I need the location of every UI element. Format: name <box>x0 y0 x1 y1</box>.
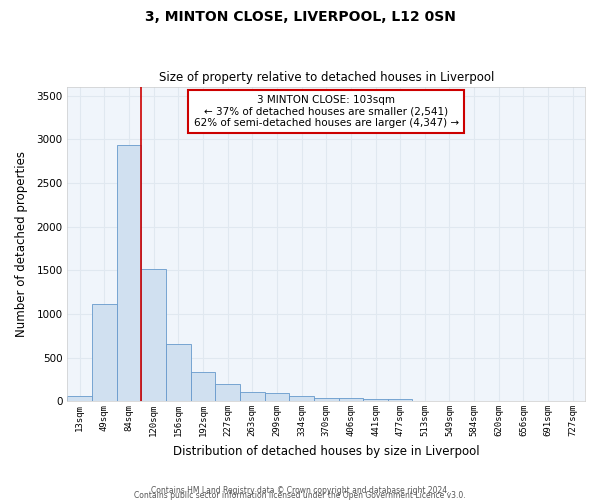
Bar <box>289 396 314 401</box>
Bar <box>166 344 191 401</box>
Bar <box>215 384 240 401</box>
Bar <box>117 144 142 401</box>
Bar <box>388 400 412 401</box>
Text: 3 MINTON CLOSE: 103sqm
← 37% of detached houses are smaller (2,541)
62% of semi-: 3 MINTON CLOSE: 103sqm ← 37% of detached… <box>194 95 459 128</box>
Bar <box>265 394 289 401</box>
Bar <box>240 392 265 401</box>
Bar <box>314 398 338 401</box>
Text: Contains public sector information licensed under the Open Government Licence v3: Contains public sector information licen… <box>134 490 466 500</box>
Y-axis label: Number of detached properties: Number of detached properties <box>15 151 28 337</box>
Bar <box>67 396 92 401</box>
Text: 3, MINTON CLOSE, LIVERPOOL, L12 0SN: 3, MINTON CLOSE, LIVERPOOL, L12 0SN <box>145 10 455 24</box>
Text: Contains HM Land Registry data © Crown copyright and database right 2024.: Contains HM Land Registry data © Crown c… <box>151 486 449 495</box>
Bar <box>142 270 166 401</box>
Bar <box>191 372 215 401</box>
Bar <box>338 398 363 401</box>
Title: Size of property relative to detached houses in Liverpool: Size of property relative to detached ho… <box>158 72 494 85</box>
Bar <box>92 304 117 401</box>
X-axis label: Distribution of detached houses by size in Liverpool: Distribution of detached houses by size … <box>173 444 479 458</box>
Bar <box>363 399 388 401</box>
